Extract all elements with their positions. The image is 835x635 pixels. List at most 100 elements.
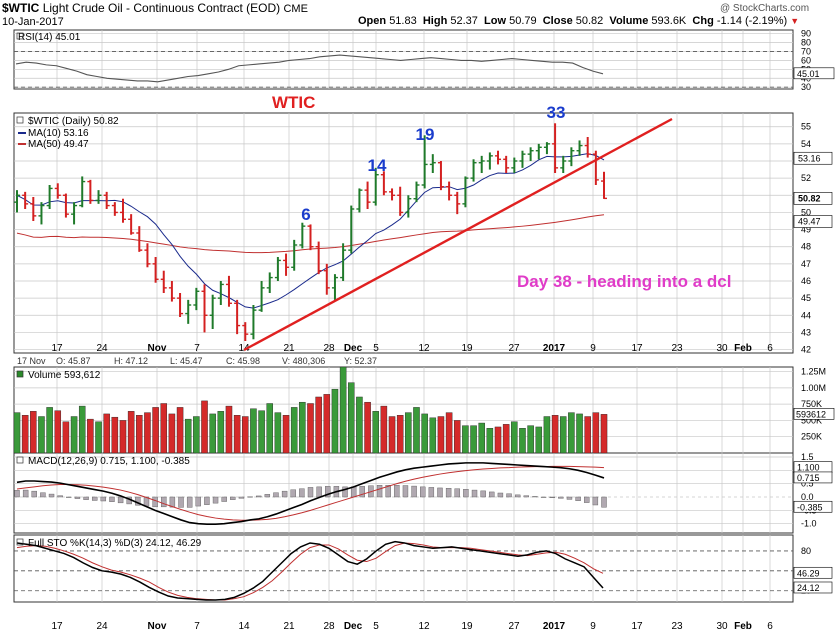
volume-last-value: 593612 [796, 409, 826, 419]
bottom-x-tick-label: 30 [716, 621, 728, 632]
bottom-x-tick-label: Feb [734, 621, 752, 632]
volume-bar [13, 412, 21, 454]
macd-histogram-bar [161, 496, 167, 508]
info-bar-value: O: 45.87 [56, 356, 91, 366]
info-bar-value: C: 45.98 [226, 356, 260, 366]
volume-bar [364, 401, 371, 454]
price-x-tick-label: 14 [238, 343, 250, 354]
macd-histogram-bar [514, 494, 521, 498]
macd-histogram-bar [238, 496, 245, 499]
macd-histogram-bar [402, 485, 409, 498]
volume-bar [478, 422, 485, 454]
volume-bar [462, 425, 469, 454]
bottom-x-tick-label: 23 [671, 621, 683, 632]
volume-bar [119, 420, 127, 454]
macd-histogram-bar [592, 496, 599, 506]
macd-histogram-bar [463, 489, 469, 498]
volume-bar [413, 407, 420, 454]
sto-value-box [793, 581, 833, 594]
volume-bar [62, 421, 70, 454]
macd-histogram-bar [91, 496, 98, 501]
macd-histogram-bar [532, 496, 538, 498]
bottom-x-tick-label: 24 [96, 621, 108, 632]
price-x-tick-label: 7 [194, 343, 200, 354]
macd-tick-label: 0.5 [801, 479, 814, 489]
info-bar-value: Y: 52.37 [344, 356, 377, 366]
volume-bar [445, 412, 453, 454]
rsi-tick-label: 90 [801, 29, 811, 39]
volume-tick-label: 1.25M [801, 367, 826, 377]
volume-bar [486, 428, 494, 454]
macd-histogram-bar [299, 488, 305, 498]
volume-bar [225, 405, 233, 454]
sto-value-box [793, 566, 833, 579]
rsi-tick-label: 80 [801, 38, 811, 48]
volume-bar [274, 412, 282, 454]
panel-frame-rsi [13, 29, 794, 90]
macd-histogram-bar [325, 486, 331, 498]
volume-bar [111, 416, 119, 454]
price-x-tick-label: 5 [373, 343, 379, 354]
annotation-wtic: WTIC [272, 93, 315, 112]
volume-bar [307, 403, 314, 454]
open-value: 51.83 [389, 15, 417, 27]
volume-tick-label: 750K [801, 399, 822, 409]
macd-histogram-bar [109, 496, 115, 503]
macd-tick-label: 1.5 [801, 452, 814, 462]
info-bar-value: V: 480,306 [282, 356, 325, 366]
price-tick-label: 50 [801, 207, 811, 217]
close-label: Close [542, 15, 573, 27]
volume-bar [78, 405, 86, 454]
volume-bar [87, 418, 94, 454]
down-arrow-icon: ▼ [790, 16, 800, 26]
macd-histogram-bar [601, 496, 607, 508]
macd-histogram-bar [40, 492, 46, 498]
macd-histogram-bar [83, 496, 89, 500]
exchange: CME [283, 3, 308, 15]
ma10-legend: MA(10) 53.16 [28, 128, 89, 139]
rsi-line [15, 54, 604, 83]
panel-frame-vol [13, 366, 794, 454]
legend-checkbox-icon [16, 456, 24, 464]
sto-value-label: 46.29 [797, 568, 820, 578]
volume-tick-label: 500K [801, 415, 822, 425]
volume-bar [184, 418, 192, 454]
bottom-x-tick-label: 5 [373, 621, 379, 632]
watermark: @ StockCharts.com [720, 3, 810, 14]
volume-last-value-box [793, 408, 835, 420]
volume-bar [576, 413, 583, 454]
change-value: -1.14 (-2.19%) [716, 15, 788, 27]
volume-bar [168, 413, 176, 454]
macd-histogram-bar [316, 486, 322, 498]
volume-bar [258, 410, 265, 454]
rsi-tick-label: 60 [801, 55, 811, 65]
macd-histogram-bar [169, 496, 176, 508]
chart-title: $WTIC Light Crude Oil - Continuous Contr… [2, 1, 308, 15]
volume-bar [242, 416, 249, 454]
price-x-tick-label: 28 [323, 343, 335, 354]
price-x-tick-label: 23 [671, 343, 683, 354]
volume-bar [543, 416, 551, 454]
volume-value: 593.6K [651, 15, 687, 27]
volume-bar [405, 412, 412, 454]
macd-histogram-bar [57, 495, 63, 498]
volume-bar [282, 415, 290, 454]
low-value: 50.79 [509, 15, 537, 27]
volume-bar [600, 414, 608, 454]
macd-histogram-bar [221, 496, 227, 502]
macd-histogram-bar [489, 491, 495, 498]
volume-bar [290, 407, 298, 454]
macd-histogram-bar [566, 496, 573, 500]
macd-histogram-bar [350, 486, 357, 498]
macd-histogram-bar [445, 488, 452, 498]
legend-checkbox-icon [16, 538, 24, 546]
macd-histogram-bar [195, 496, 201, 507]
price-value-label: 49.47 [798, 217, 821, 227]
volume-bar [144, 412, 151, 454]
macd-histogram-bar [471, 489, 478, 498]
rsi-tick-label: 30 [801, 82, 811, 92]
price-x-tick-label: 21 [283, 343, 295, 354]
trendline [243, 117, 673, 352]
macd-histogram-bar [584, 496, 590, 503]
price-x-tick-label: 17 [631, 343, 643, 354]
